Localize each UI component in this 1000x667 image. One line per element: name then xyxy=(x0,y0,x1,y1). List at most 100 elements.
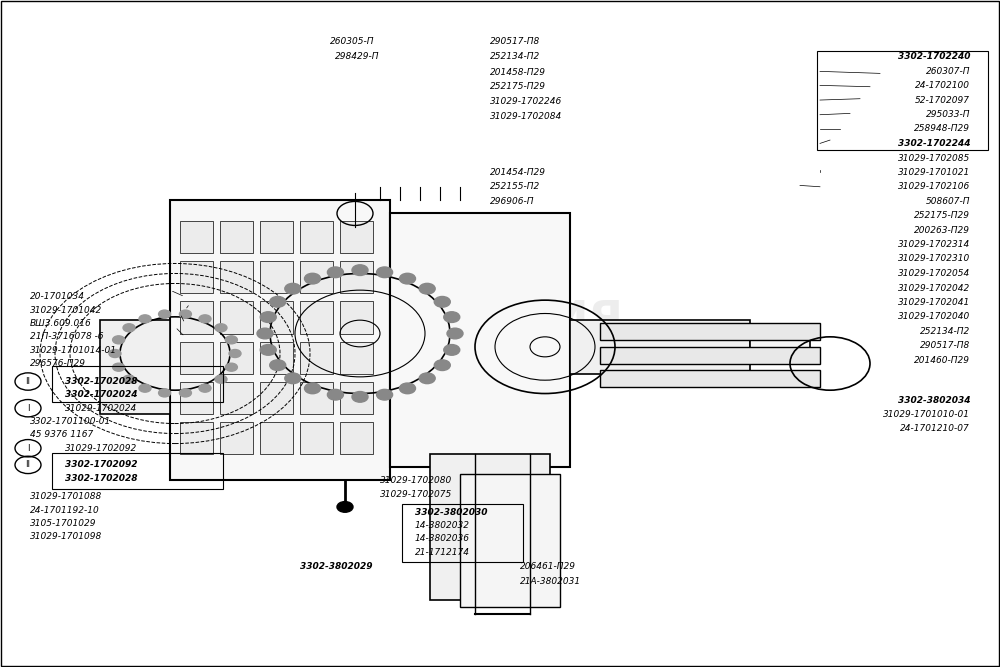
Circle shape xyxy=(260,345,276,356)
Bar xyxy=(460,474,560,607)
Bar xyxy=(180,342,213,374)
Circle shape xyxy=(444,311,460,322)
Text: 31029-1702041: 31029-1702041 xyxy=(898,297,970,307)
Text: 3302-3802030: 3302-3802030 xyxy=(415,508,488,517)
Circle shape xyxy=(304,273,320,284)
Bar xyxy=(180,301,213,334)
Text: 45 9376 1167: 45 9376 1167 xyxy=(30,430,93,440)
Text: 3302-1702092: 3302-1702092 xyxy=(65,460,138,470)
Bar xyxy=(340,261,373,293)
Bar xyxy=(170,200,390,480)
Text: 21-1712174: 21-1712174 xyxy=(415,548,470,557)
Circle shape xyxy=(434,296,450,307)
Circle shape xyxy=(257,328,273,339)
Bar xyxy=(260,221,293,253)
Text: 20-1701034: 20-1701034 xyxy=(30,292,85,301)
Text: 31029-1701098: 31029-1701098 xyxy=(30,532,102,542)
Circle shape xyxy=(327,267,343,277)
Circle shape xyxy=(337,502,353,512)
Circle shape xyxy=(419,283,435,294)
Text: 252134-П2: 252134-П2 xyxy=(490,52,540,61)
Text: 21П-3716078 -б: 21П-3716078 -б xyxy=(30,332,103,342)
Circle shape xyxy=(377,267,393,277)
Text: 14-3802036: 14-3802036 xyxy=(415,534,470,544)
Circle shape xyxy=(399,383,415,394)
Circle shape xyxy=(123,323,135,331)
Bar xyxy=(260,382,293,414)
Circle shape xyxy=(159,389,171,397)
Text: 31029-1702106: 31029-1702106 xyxy=(898,182,970,191)
Text: 295033-П: 295033-П xyxy=(926,110,970,119)
Bar xyxy=(300,422,333,454)
Circle shape xyxy=(327,390,343,400)
Text: 31029-1702040: 31029-1702040 xyxy=(898,312,970,321)
Text: 31029-1702024: 31029-1702024 xyxy=(65,404,137,413)
Bar xyxy=(300,342,333,374)
Bar xyxy=(340,342,373,374)
Text: 31029-1701021: 31029-1701021 xyxy=(898,167,970,177)
Text: 260305-П: 260305-П xyxy=(330,37,374,46)
Text: 31029-1702042: 31029-1702042 xyxy=(898,283,970,293)
Bar xyxy=(300,382,333,414)
Text: 252134-П2: 252134-П2 xyxy=(920,327,970,336)
Circle shape xyxy=(123,376,135,384)
Circle shape xyxy=(159,310,171,318)
Circle shape xyxy=(225,364,237,372)
Text: 3302-1702024: 3302-1702024 xyxy=(65,390,138,400)
Text: 14-3802032: 14-3802032 xyxy=(415,521,470,530)
Text: 201460-П29: 201460-П29 xyxy=(914,356,970,365)
Text: 31029-1702314: 31029-1702314 xyxy=(898,240,970,249)
Circle shape xyxy=(139,384,151,392)
Text: 24-1702100: 24-1702100 xyxy=(915,81,970,90)
Text: 260307-П: 260307-П xyxy=(926,67,970,76)
Text: 3302-3802034: 3302-3802034 xyxy=(898,396,970,405)
Circle shape xyxy=(419,373,435,384)
Bar xyxy=(180,382,213,414)
Text: 31029-1702054: 31029-1702054 xyxy=(898,269,970,278)
Circle shape xyxy=(270,296,286,307)
Circle shape xyxy=(304,383,320,394)
Bar xyxy=(570,320,750,374)
Text: II: II xyxy=(26,377,30,386)
Text: 31029-1701010-01: 31029-1701010-01 xyxy=(883,410,970,420)
Bar xyxy=(600,347,820,364)
Text: 3302-3802029: 3302-3802029 xyxy=(300,562,372,572)
Circle shape xyxy=(270,360,286,371)
Text: 290517-П8: 290517-П8 xyxy=(490,37,540,46)
Bar xyxy=(220,382,253,414)
Text: 200263-П29: 200263-П29 xyxy=(914,225,970,235)
Bar xyxy=(220,342,253,374)
Circle shape xyxy=(225,336,237,344)
Bar xyxy=(220,301,253,334)
Bar xyxy=(260,342,293,374)
Bar xyxy=(340,422,373,454)
Bar xyxy=(750,334,810,360)
Circle shape xyxy=(109,350,121,358)
Text: ВШ3.609.016: ВШ3.609.016 xyxy=(30,319,92,328)
Bar xyxy=(180,221,213,253)
Text: 206461-П29: 206461-П29 xyxy=(520,562,576,572)
Text: 31029-1701088: 31029-1701088 xyxy=(30,492,102,502)
Text: 252155-П2: 252155-П2 xyxy=(490,182,540,191)
Bar xyxy=(180,422,213,454)
Text: 31029-1702085: 31029-1702085 xyxy=(898,153,970,163)
Circle shape xyxy=(215,376,227,384)
Text: 52-1702097: 52-1702097 xyxy=(915,95,970,105)
Bar xyxy=(340,301,373,334)
Text: 252175-П29: 252175-П29 xyxy=(490,82,546,91)
Text: 298429-П: 298429-П xyxy=(335,52,380,61)
Text: 31029-1702075: 31029-1702075 xyxy=(380,490,452,500)
Text: 3302-1702028: 3302-1702028 xyxy=(65,377,138,386)
Bar xyxy=(100,320,170,414)
Circle shape xyxy=(285,373,301,384)
Text: 508607-П: 508607-П xyxy=(926,197,970,206)
Circle shape xyxy=(199,384,211,392)
Bar xyxy=(390,213,570,467)
Text: 258948-П29: 258948-П29 xyxy=(914,124,970,133)
Circle shape xyxy=(179,310,191,318)
Circle shape xyxy=(113,364,125,372)
Text: 290517-П8: 290517-П8 xyxy=(920,341,970,350)
Circle shape xyxy=(447,328,463,339)
Bar xyxy=(430,454,550,600)
Text: 252175-П29: 252175-П29 xyxy=(914,211,970,220)
